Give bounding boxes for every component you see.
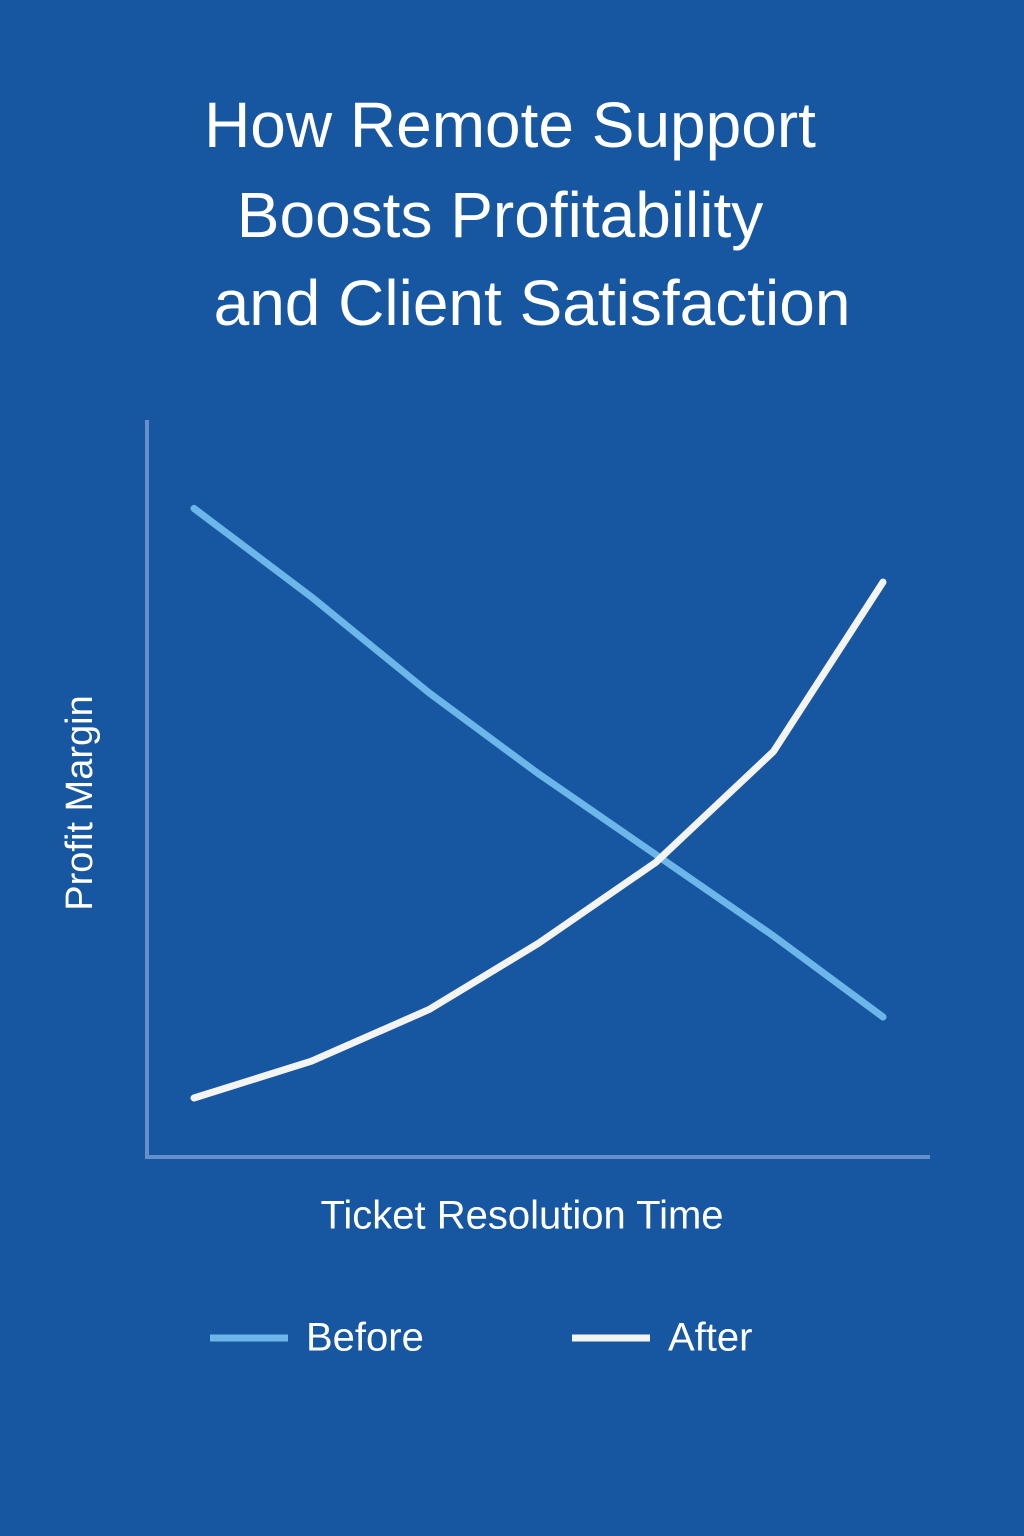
legend-label: Before bbox=[306, 1316, 424, 1360]
y-axis-label: Profit Margin bbox=[59, 695, 101, 910]
line-series bbox=[190, 504, 887, 1021]
chart-title: Boosts Profitability bbox=[237, 179, 763, 251]
x-axis-label: Ticket Resolution Time bbox=[320, 1194, 723, 1238]
legend-label: After bbox=[668, 1316, 752, 1360]
line-series bbox=[190, 578, 887, 1102]
chart-title: and Client Satisfaction bbox=[214, 267, 851, 339]
chart-title: How Remote Support bbox=[204, 89, 816, 161]
